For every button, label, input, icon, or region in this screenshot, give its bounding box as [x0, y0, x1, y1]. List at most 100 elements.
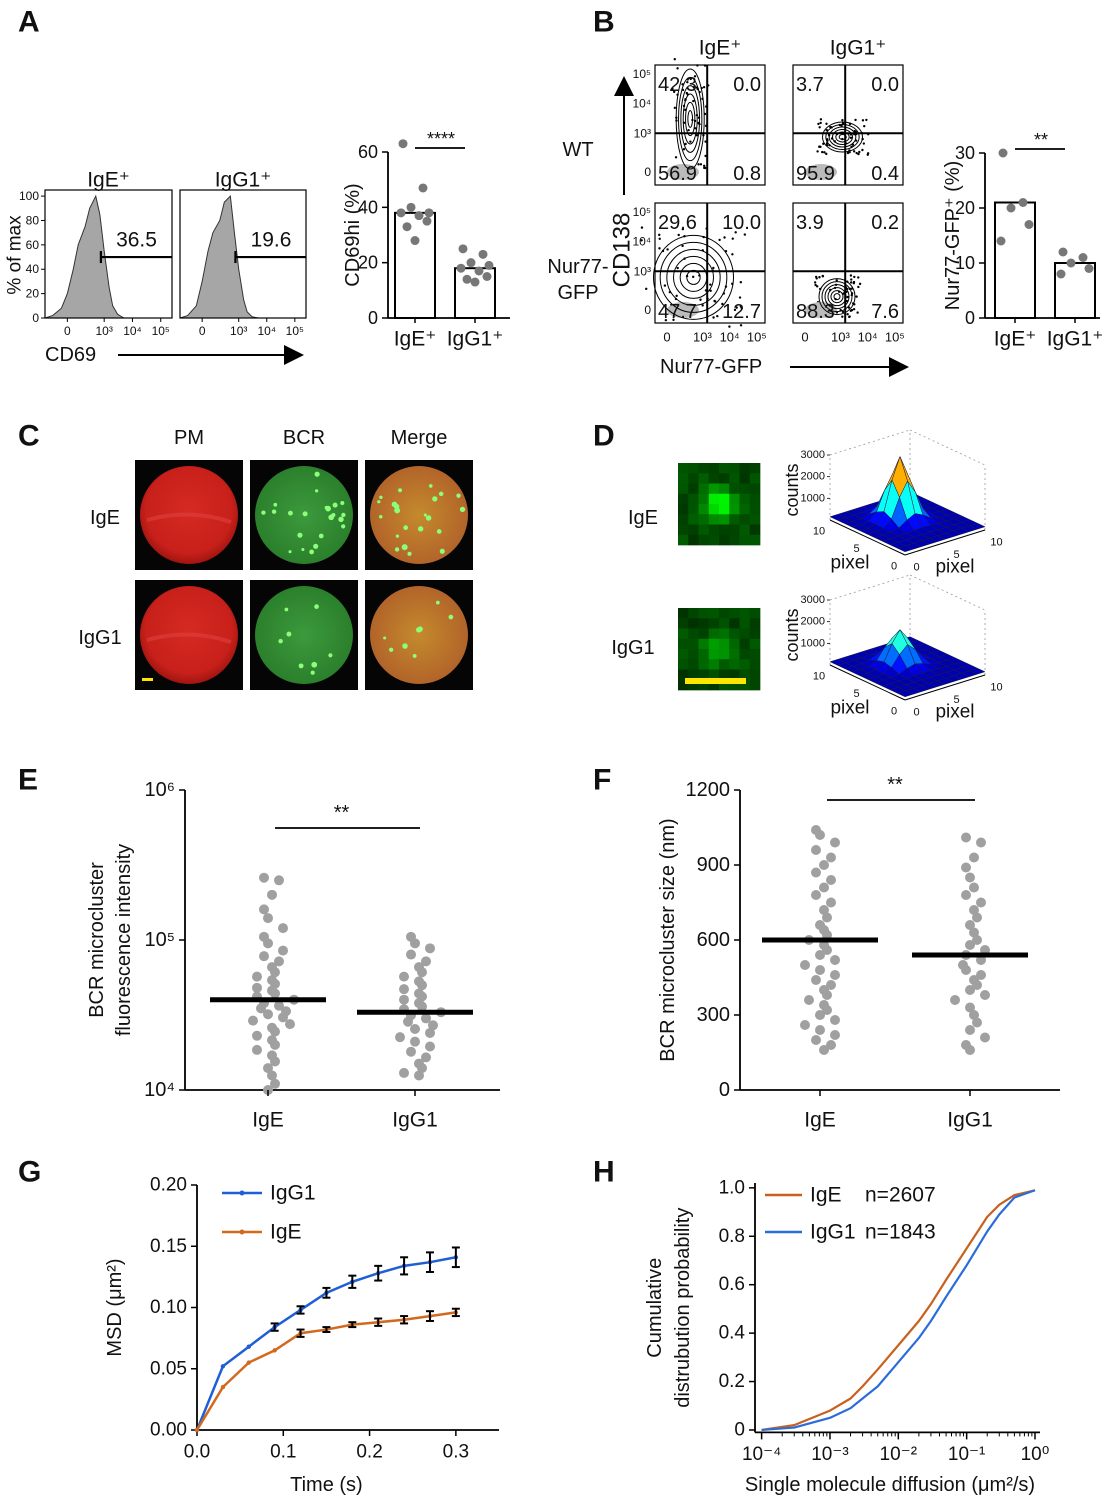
dot	[961, 862, 971, 873]
dot	[406, 1046, 416, 1057]
contour	[818, 278, 856, 316]
gate-percent: 19.6	[251, 229, 292, 252]
event-dot	[857, 276, 860, 279]
dot	[396, 208, 406, 218]
y-tick-label: 20	[955, 198, 975, 218]
plot-frame	[654, 64, 766, 186]
dot	[425, 1027, 435, 1038]
dot	[406, 949, 416, 960]
pixel	[739, 649, 751, 660]
dot	[815, 950, 825, 960]
row-label: GFP	[557, 282, 598, 304]
pixel	[729, 628, 740, 640]
pixel	[708, 669, 720, 681]
significance: **	[887, 774, 903, 796]
row-label: IgE	[628, 507, 658, 529]
pixel	[749, 473, 761, 484]
x-tick-label: 0	[663, 330, 670, 345]
quadrant-percent: 0.0	[871, 74, 899, 96]
z-tick-label: 2000	[801, 471, 825, 483]
microcluster	[314, 489, 319, 493]
microcluster	[394, 547, 400, 552]
pixel	[729, 483, 740, 495]
event-dot	[855, 151, 858, 155]
microcluster	[324, 505, 329, 510]
dot	[826, 897, 836, 908]
pixel	[719, 473, 730, 484]
y-tick-label: 300	[697, 1004, 730, 1026]
plot-frame	[654, 202, 766, 324]
microcluster	[417, 626, 423, 632]
pixel	[749, 493, 761, 505]
x-tick-label: 0	[801, 330, 808, 345]
y-tick-label: 0	[913, 562, 919, 574]
event-dot	[849, 136, 853, 139]
event-dot	[692, 99, 695, 103]
dot	[822, 912, 832, 923]
pixel	[708, 628, 720, 640]
dot	[830, 1030, 840, 1040]
x-tick-label: IgG1	[392, 1109, 438, 1132]
event-dot	[841, 118, 844, 122]
dot	[399, 984, 409, 995]
event-dot	[672, 318, 675, 322]
microcluster	[286, 631, 292, 637]
pixel	[719, 493, 730, 505]
pixel	[678, 628, 689, 640]
legend-label: IgE	[270, 1221, 302, 1244]
dot	[996, 236, 1006, 246]
event-dot	[671, 87, 674, 90]
dot	[804, 995, 814, 1005]
y-axis-label: BCR microcluster	[86, 862, 108, 1018]
event-dot	[709, 289, 712, 292]
y-tick-label: 1200	[686, 779, 731, 801]
event-dot	[819, 145, 822, 149]
y-tick-label: 0.4	[719, 1323, 746, 1344]
event-dot	[728, 325, 731, 328]
dot	[417, 980, 427, 991]
event-dot	[721, 302, 724, 306]
event-dot	[816, 150, 819, 153]
pixel	[729, 524, 740, 536]
x-tick-label: 0	[891, 561, 897, 573]
panel-letter: H	[593, 1156, 615, 1189]
quadrant-percent: 56.9	[658, 163, 697, 185]
quadrant-percent: 3.7	[796, 74, 824, 96]
x-tick-label: IgG1⁺	[447, 328, 504, 351]
membrane-fold	[146, 512, 232, 524]
y-axis-label: BCR microcluster size (nm)	[657, 818, 679, 1061]
microcluster	[311, 661, 318, 668]
population-fill	[667, 164, 699, 180]
pixel	[688, 463, 699, 474]
dot	[462, 274, 472, 284]
quadrant-percent: 0.8	[733, 163, 761, 185]
dot	[822, 1005, 832, 1015]
dot	[980, 1032, 990, 1043]
dot	[811, 1035, 821, 1045]
event-dot	[865, 118, 868, 122]
x-tick-label: 10³	[230, 324, 247, 338]
dot	[965, 940, 975, 950]
pixel	[708, 504, 720, 515]
y-tick-label: 60	[358, 142, 378, 162]
dot	[965, 1025, 975, 1035]
pixel	[688, 628, 699, 640]
microcluster	[377, 500, 381, 504]
event-dot	[676, 67, 679, 70]
dot	[278, 945, 288, 956]
event-dot	[664, 318, 668, 322]
microcluster	[309, 549, 315, 555]
microcluster	[341, 512, 346, 518]
dot	[410, 1024, 420, 1035]
microcluster	[338, 516, 344, 523]
pixel	[749, 649, 761, 660]
dot	[395, 1032, 405, 1043]
microcluster	[432, 496, 438, 502]
dot	[826, 875, 836, 885]
x-tick-label: 10	[813, 526, 825, 538]
microcluster	[456, 493, 461, 498]
dot	[402, 222, 412, 232]
pixel	[688, 534, 699, 546]
bar	[394, 211, 436, 319]
